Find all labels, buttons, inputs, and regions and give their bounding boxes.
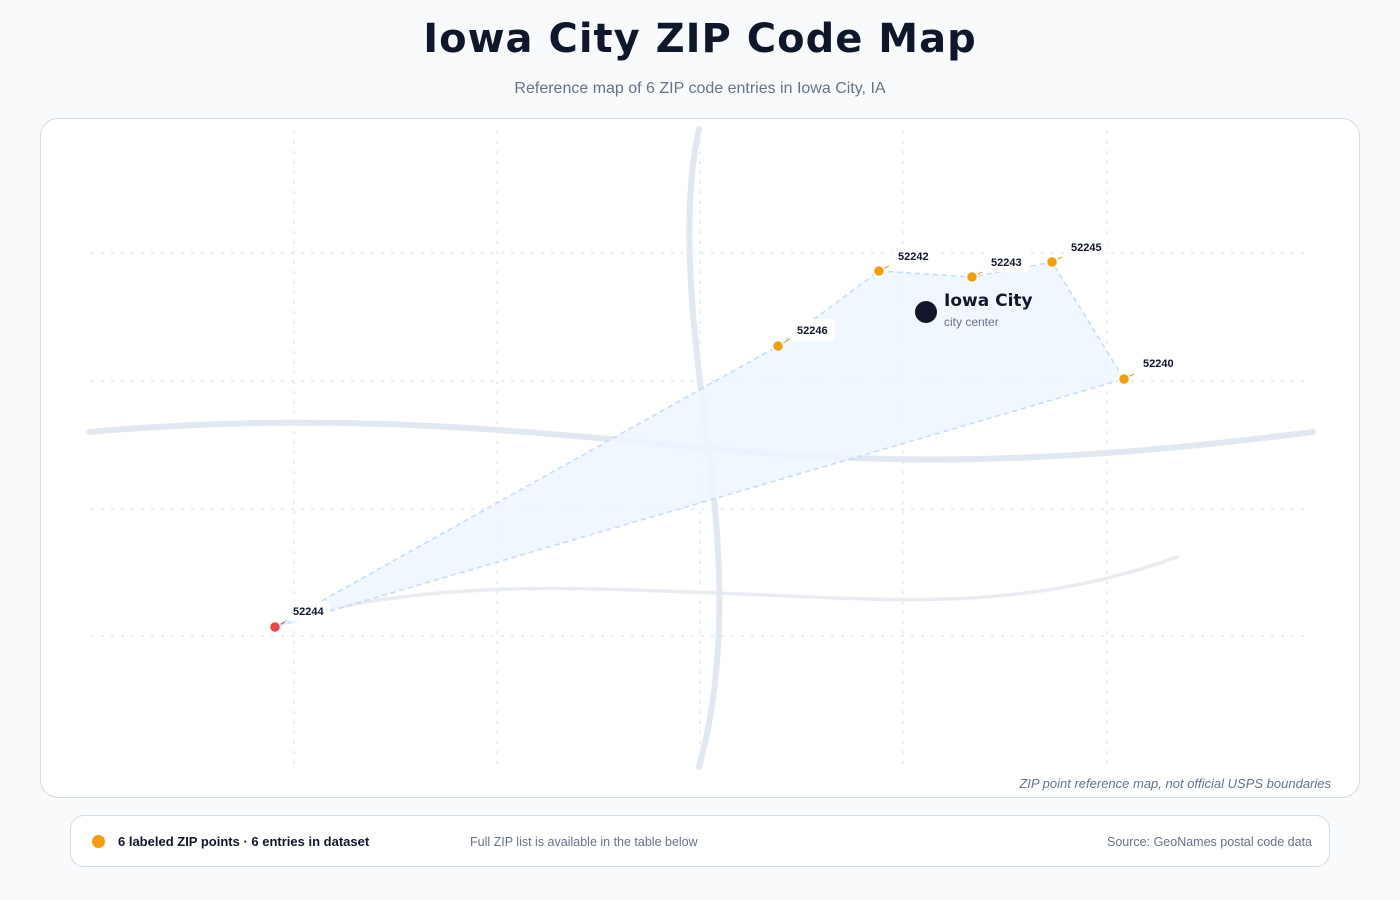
page-subtitle: Reference map of 6 ZIP code entries in I…: [514, 80, 886, 97]
zip-marker-dot[interactable]: [771, 339, 785, 353]
zip-point-52243[interactable]: 52243: [965, 252, 1030, 284]
legend-count: 6 labeled ZIP points · 6 entries in data…: [118, 834, 370, 849]
zip-label: 52243: [991, 257, 1022, 269]
zip-label-bg: [1065, 236, 1107, 256]
zip-point-52240[interactable]: 52240: [1117, 353, 1180, 386]
zip-point-legend-icon: [92, 835, 105, 848]
map-disclaimer: ZIP point reference map, not official US…: [1019, 776, 1331, 791]
legend-source: Source: GeoNames postal code data: [1107, 835, 1312, 849]
zip-label-bg: [1137, 353, 1179, 373]
page-title: Iowa City ZIP Code Map: [423, 16, 977, 62]
zip-label: 52244: [293, 606, 324, 618]
zip-label: 52240: [1143, 358, 1174, 370]
zip-point-52242[interactable]: 52242: [872, 245, 935, 278]
zip-label: 52245: [1071, 242, 1102, 254]
legend-bar: 6 labeled ZIP points · 6 entries in data…: [70, 815, 1330, 867]
zip-point-52246[interactable]: 52246: [771, 319, 836, 353]
city-center-marker[interactable]: Iowa City city center: [915, 291, 1033, 329]
map-canvas[interactable]: Iowa City city center 52240 52242 52243 …: [41, 119, 1359, 797]
zip-label: 52246: [797, 325, 828, 337]
south-road: [319, 555, 1179, 613]
map-panel[interactable]: Iowa City city center 52240 52242 52243 …: [40, 118, 1360, 798]
zip-marker-dot[interactable]: [965, 270, 979, 284]
map-grid: [91, 131, 1309, 767]
zip-marker-dot[interactable]: [1117, 372, 1131, 386]
zip-label: 52242: [898, 251, 929, 263]
zip-label-bg: [791, 319, 835, 341]
city-center-sublabel: city center: [944, 315, 999, 329]
zip-marker-dot[interactable]: [872, 264, 886, 278]
zip-label-bg: [288, 601, 330, 621]
zip-marker-dot[interactable]: [268, 620, 282, 634]
zip-point-52245[interactable]: 52245: [1045, 236, 1108, 269]
city-name-label: Iowa City: [944, 291, 1033, 311]
zip-label-bg: [985, 252, 1029, 272]
zip-marker-dot[interactable]: [1045, 255, 1059, 269]
legend-note: Full ZIP list is available in the table …: [470, 835, 698, 849]
zip-point-52244[interactable]: 52244: [268, 601, 331, 634]
zip-label-bg: [892, 245, 934, 265]
city-center-dot: [915, 301, 937, 323]
